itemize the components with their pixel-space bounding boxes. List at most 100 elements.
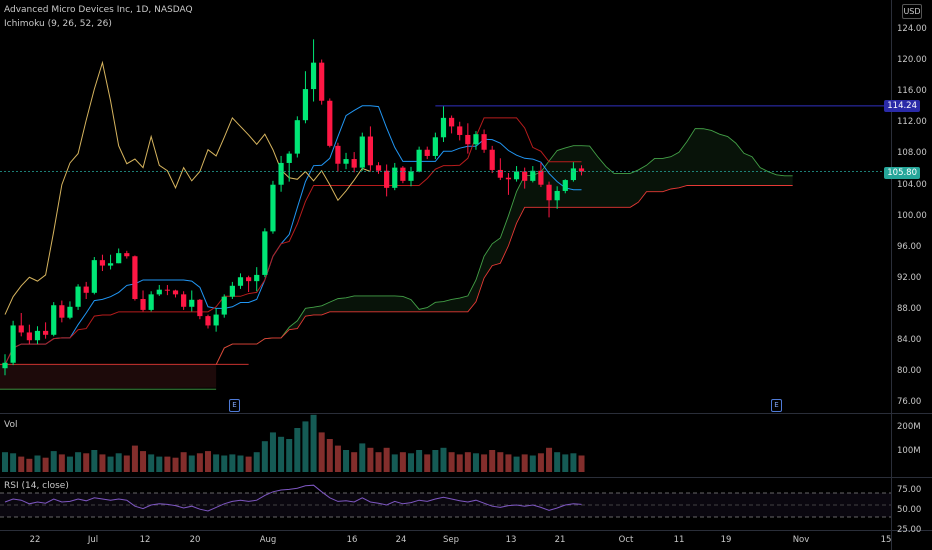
volume-bar (245, 456, 252, 472)
volume-bar (140, 451, 147, 472)
candle-body (546, 184, 552, 201)
candle-body (530, 170, 536, 181)
price-tick: 108.00 (897, 148, 927, 159)
leading-span-b (215, 185, 793, 365)
candle-body (205, 316, 211, 326)
candle-body (408, 171, 414, 181)
candle-body (262, 231, 268, 275)
ichimoku-cloud (0, 128, 793, 390)
candle-body (465, 134, 471, 145)
cloud-fill-early (0, 364, 217, 390)
volume-bar (269, 432, 276, 472)
volume-bar (302, 421, 309, 472)
volume-bar (578, 455, 585, 472)
volume-bar (26, 458, 33, 472)
candle-body (343, 159, 349, 164)
price-tick: 84.00 (897, 335, 922, 345)
volume-bar (58, 454, 65, 472)
price-tick: 112.00 (897, 117, 927, 128)
candle-body (164, 289, 170, 291)
earnings-marker[interactable]: E (771, 399, 782, 412)
candle-body (424, 149, 430, 156)
symbol-title[interactable]: Advanced Micro Devices Inc, 1D, NASDAQ (4, 5, 193, 15)
volume-bar (107, 456, 114, 472)
volume-bar (416, 450, 423, 472)
time-tick: Aug (259, 535, 277, 545)
time-tick: Oct (618, 535, 634, 545)
volume-bar (505, 454, 512, 472)
volume-bar (513, 456, 520, 472)
time-tick: 15 (880, 535, 892, 545)
candle-body (489, 149, 495, 170)
volume-bar (83, 453, 90, 472)
candle-body (432, 137, 438, 156)
volume-bar (99, 454, 106, 472)
candle-body (327, 100, 333, 146)
price-tag-last: 105.80 (884, 167, 920, 179)
volume-bar (75, 452, 82, 472)
volume-bar (261, 441, 268, 472)
candle-body (237, 277, 244, 286)
volume-bar (424, 454, 431, 472)
candle-body (10, 325, 16, 363)
pane-separator-rsi[interactable] (0, 477, 932, 478)
candle-body (181, 294, 187, 307)
candle-body (67, 306, 73, 318)
candle-body (116, 253, 122, 264)
volume-bar (440, 447, 447, 472)
currency-button[interactable]: USD (902, 4, 922, 19)
candles (2, 39, 585, 376)
earnings-marker[interactable]: E (229, 399, 240, 412)
volume-bar (383, 447, 390, 472)
time-tick: 22 (29, 535, 41, 545)
volume-bar (164, 456, 171, 472)
candle-body (562, 180, 568, 191)
volume-bar (408, 453, 414, 472)
volume-bar (10, 453, 17, 472)
volume-bar (205, 451, 211, 472)
pane-separator-volume[interactable] (0, 413, 932, 414)
candle-body (319, 62, 325, 101)
candle-body (221, 296, 227, 315)
volume-tick-200m: 200M (897, 422, 921, 432)
time-tick: 24 (395, 535, 407, 545)
rsi-legend[interactable]: RSI (14, close) (4, 481, 69, 491)
volume-bar (91, 450, 98, 472)
candle-body (392, 167, 398, 188)
volume-bar (318, 432, 325, 472)
cloud-fill (216, 128, 793, 365)
candle-body (59, 305, 65, 318)
time-tick: 21 (554, 535, 566, 545)
volume-bar (229, 454, 236, 472)
candle-body (2, 362, 8, 369)
price-tick: 88.00 (897, 303, 922, 314)
volume-legend[interactable]: Vol (4, 420, 18, 430)
candle-body (148, 294, 154, 310)
volume-bar (196, 453, 203, 472)
candle-body (34, 330, 41, 341)
volume-bar (391, 454, 398, 472)
volume-bar (448, 452, 455, 472)
volume-bar (521, 454, 528, 472)
candle-body (367, 136, 373, 166)
volume-bar (237, 455, 244, 472)
candle-body (449, 117, 455, 127)
volume-bar (156, 456, 163, 472)
candle-body (197, 299, 203, 317)
candle-body (18, 325, 24, 333)
time-tick: 12 (139, 535, 151, 545)
rsi-line (4, 484, 582, 512)
price-tick: 104.00 (897, 179, 927, 190)
kijun-sen (4, 117, 582, 365)
candle-body (172, 290, 179, 295)
time-tick: 16 (346, 535, 358, 545)
volume-bar (537, 453, 544, 472)
volume-bar (481, 454, 488, 472)
candle-body (375, 165, 382, 171)
price-tick: 100.00 (897, 210, 927, 221)
candle-body (254, 274, 260, 282)
ichimoku-legend[interactable]: Ichimoku (9, 26, 52, 26) (4, 19, 112, 29)
leading-span-a (215, 128, 793, 365)
candle-body (75, 286, 81, 307)
